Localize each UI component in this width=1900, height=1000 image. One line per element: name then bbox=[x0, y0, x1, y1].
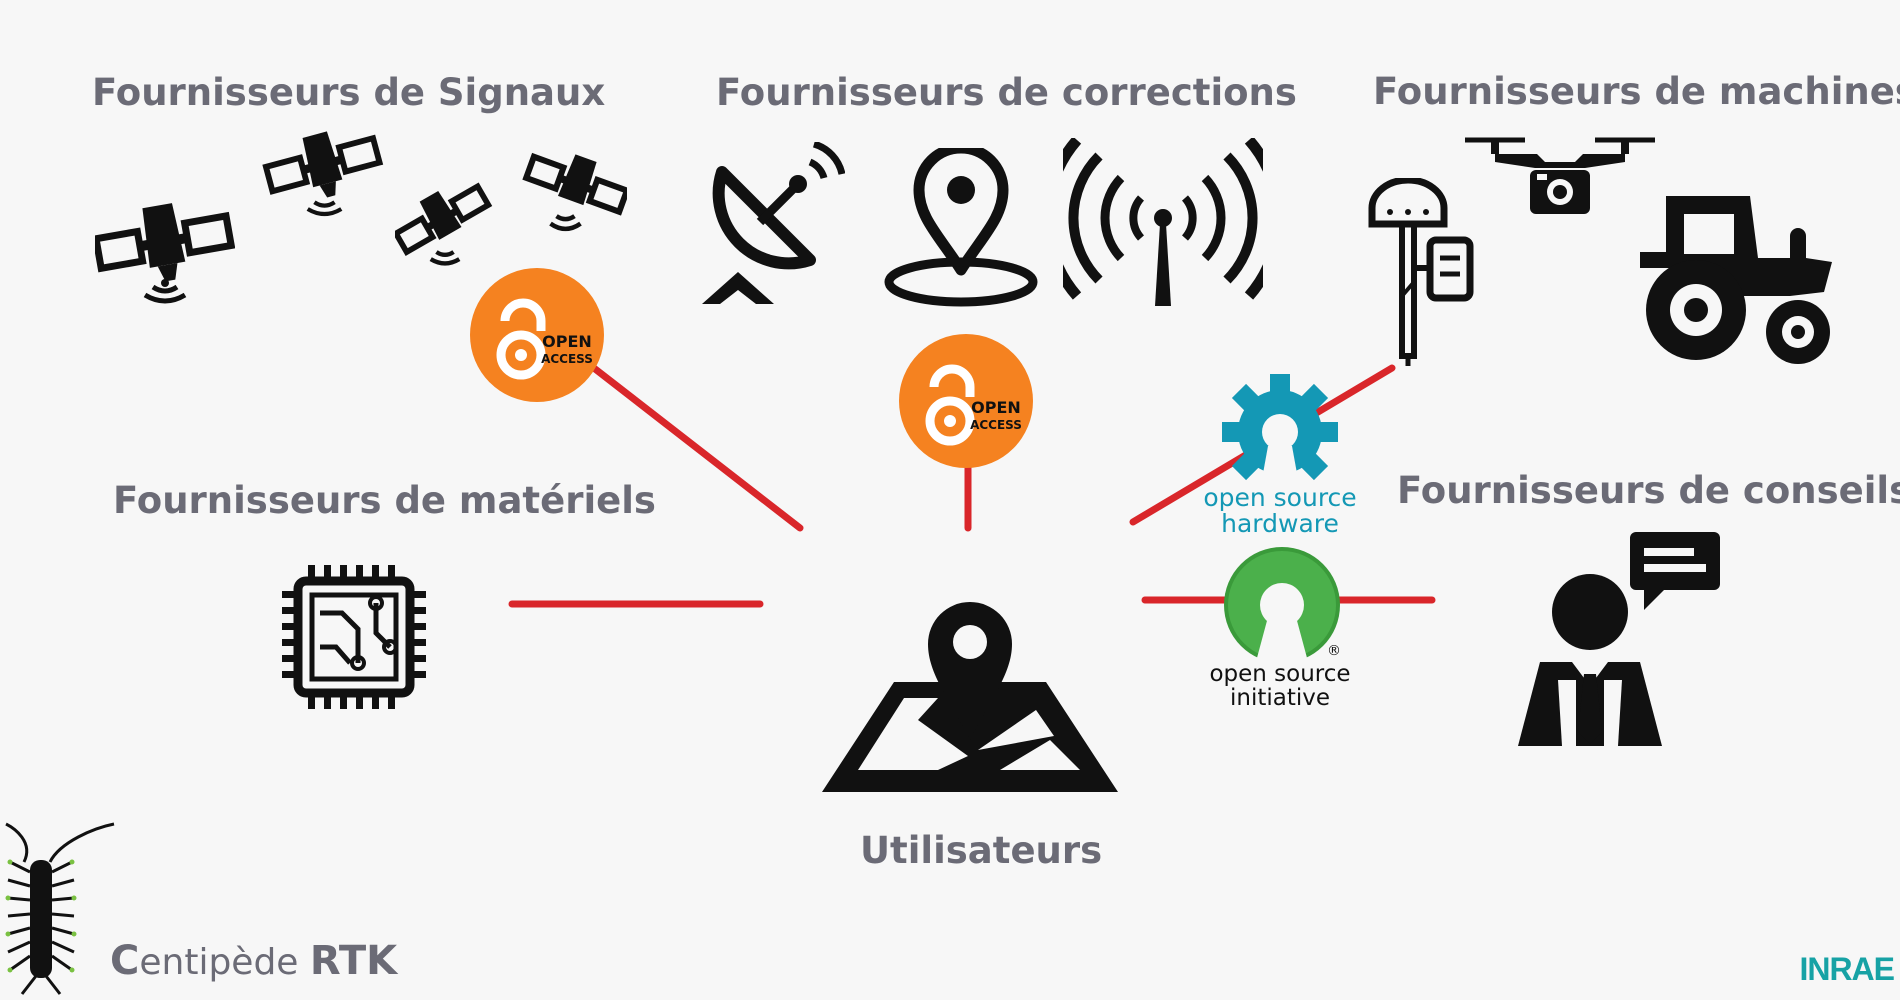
open-access-badge: OPEN ACCESS bbox=[899, 334, 1033, 468]
consultant-icon bbox=[1518, 532, 1720, 746]
gnss-rover-icon bbox=[1368, 178, 1474, 366]
oshw-line2: hardware bbox=[1221, 509, 1339, 538]
satellite-icon bbox=[95, 203, 235, 304]
connector-signals bbox=[586, 361, 804, 532]
heading-machines: Fournisseurs de machines bbox=[1373, 70, 1900, 113]
heading-corrections: Fournisseurs de corrections bbox=[716, 71, 1297, 114]
heading-signals: Fournisseurs de Signaux bbox=[92, 71, 606, 114]
product-rtk: RTK bbox=[309, 938, 398, 984]
product-name: Centipède RTK bbox=[110, 938, 397, 984]
antenna-icon bbox=[1063, 138, 1263, 306]
heading-materials: Fournisseurs de matériels bbox=[113, 479, 656, 522]
open-access-line1: OPEN bbox=[542, 332, 592, 351]
osi-line1: open source bbox=[1209, 661, 1350, 687]
open-access-badge: OPEN ACCESS bbox=[470, 268, 604, 402]
centipede-icon bbox=[5, 822, 115, 995]
osi-registered: ® bbox=[1327, 643, 1341, 659]
product-rest: entipède bbox=[139, 942, 310, 983]
open-access-line1: OPEN bbox=[971, 398, 1021, 417]
open-access-line2: ACCESS bbox=[970, 418, 1022, 432]
osi-logo: ® open source initiative bbox=[1209, 547, 1351, 711]
location-pin-icon bbox=[884, 148, 1038, 307]
oshw-line1: open source bbox=[1203, 483, 1356, 512]
tractor-icon bbox=[1640, 196, 1832, 364]
microchip-icon bbox=[282, 565, 426, 709]
satellite-icon bbox=[522, 152, 627, 232]
satellite-dish-icon bbox=[702, 142, 845, 304]
open-access-line2: ACCESS bbox=[541, 352, 593, 366]
heading-advice: Fournisseurs de conseils bbox=[1397, 469, 1900, 512]
drone-icon bbox=[1465, 137, 1655, 214]
satellite-icon bbox=[262, 131, 384, 217]
map-pin-icon bbox=[822, 602, 1118, 792]
product-initial: C bbox=[110, 938, 140, 984]
satellite-icon bbox=[395, 182, 493, 266]
oshw-logo: open source hardware bbox=[1203, 374, 1357, 538]
heading-users: Utilisateurs bbox=[860, 829, 1103, 872]
org-logo: INRAE bbox=[1799, 951, 1895, 987]
osi-line2: initiative bbox=[1230, 685, 1330, 711]
